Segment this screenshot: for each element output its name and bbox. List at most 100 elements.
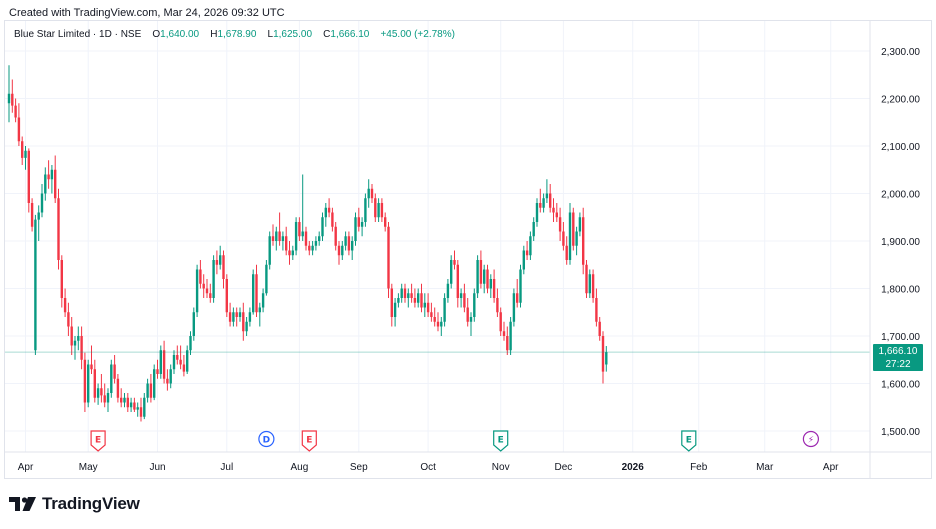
candle[interactable] <box>545 179 549 203</box>
candle[interactable] <box>522 245 525 275</box>
candle[interactable] <box>446 279 450 303</box>
candle[interactable] <box>568 203 572 265</box>
candle[interactable] <box>14 98 17 123</box>
candle[interactable] <box>7 65 11 123</box>
candle[interactable] <box>248 307 252 327</box>
candle[interactable] <box>489 274 492 298</box>
dividend-event-marker[interactable]: D <box>258 430 275 448</box>
candle[interactable] <box>426 293 430 317</box>
candle[interactable] <box>483 264 486 294</box>
candle[interactable] <box>334 222 337 251</box>
candle[interactable] <box>562 222 565 251</box>
candle[interactable] <box>456 260 459 308</box>
candle[interactable] <box>496 288 499 318</box>
candle[interactable] <box>344 231 347 251</box>
earnings-event-marker[interactable]: E <box>681 430 697 452</box>
candle[interactable] <box>512 288 516 327</box>
candle[interactable] <box>139 397 143 422</box>
candle[interactable] <box>578 212 582 237</box>
candle[interactable] <box>466 298 469 327</box>
candle[interactable] <box>417 288 420 308</box>
candle[interactable] <box>440 317 443 336</box>
candle[interactable] <box>255 264 258 317</box>
candle[interactable] <box>176 345 179 365</box>
candle[interactable] <box>24 146 27 170</box>
candle[interactable] <box>565 236 568 265</box>
candle[interactable] <box>209 283 212 303</box>
candle[interactable] <box>80 326 83 370</box>
candle[interactable] <box>364 193 367 227</box>
candle[interactable] <box>54 155 57 204</box>
candle[interactable] <box>278 212 281 246</box>
candle[interactable] <box>110 359 113 398</box>
candle[interactable] <box>77 326 80 351</box>
candle[interactable] <box>232 307 235 327</box>
candle[interactable] <box>219 245 222 270</box>
candle[interactable] <box>40 184 44 218</box>
candle[interactable] <box>374 193 377 223</box>
candle[interactable] <box>116 374 120 403</box>
candle[interactable] <box>156 359 159 379</box>
candle[interactable] <box>473 288 476 322</box>
candle[interactable] <box>50 165 54 194</box>
candle[interactable] <box>552 198 555 222</box>
candle[interactable] <box>509 317 512 355</box>
candle[interactable] <box>506 326 509 356</box>
candle[interactable] <box>245 317 248 336</box>
candle[interactable] <box>212 255 215 303</box>
candle[interactable] <box>222 250 225 289</box>
candle[interactable] <box>258 302 261 327</box>
candle[interactable] <box>27 148 30 213</box>
candle[interactable] <box>199 260 202 289</box>
candle[interactable] <box>407 288 410 308</box>
candle[interactable] <box>126 393 129 412</box>
candle[interactable] <box>582 207 585 275</box>
candle[interactable] <box>347 231 351 256</box>
candle[interactable] <box>189 331 192 355</box>
candle[interactable] <box>235 307 238 327</box>
candle[interactable] <box>83 352 87 412</box>
candle[interactable] <box>37 205 40 241</box>
candle[interactable] <box>433 307 436 327</box>
candle[interactable] <box>341 241 344 260</box>
candle[interactable] <box>11 79 14 113</box>
candle[interactable] <box>532 217 535 241</box>
candle[interactable] <box>281 231 285 251</box>
candle[interactable] <box>585 260 588 298</box>
tradingview-logo[interactable]: TradingView <box>9 494 140 514</box>
candle[interactable] <box>192 307 195 341</box>
candle[interactable] <box>87 359 90 408</box>
candle[interactable] <box>47 160 50 189</box>
candle[interactable] <box>285 226 288 256</box>
candle[interactable] <box>476 255 479 298</box>
candle[interactable] <box>186 345 189 375</box>
candle[interactable] <box>601 331 605 384</box>
candle[interactable] <box>337 241 341 265</box>
candle[interactable] <box>413 288 417 308</box>
candle[interactable] <box>106 388 110 412</box>
candle[interactable] <box>271 224 275 246</box>
candle[interactable] <box>70 317 73 355</box>
candle[interactable] <box>202 274 205 298</box>
candle[interactable] <box>298 217 301 241</box>
candle[interactable] <box>529 231 532 261</box>
candle[interactable] <box>367 179 370 208</box>
candle[interactable] <box>469 312 473 336</box>
candle[interactable] <box>387 222 390 298</box>
candle[interactable] <box>539 188 542 213</box>
candle[interactable] <box>331 207 334 232</box>
candle[interactable] <box>136 402 139 417</box>
candle[interactable] <box>542 193 545 213</box>
candle[interactable] <box>420 283 423 313</box>
candle[interactable] <box>370 184 374 203</box>
candle[interactable] <box>502 321 506 341</box>
earnings-event-marker[interactable]: E <box>301 430 317 452</box>
earnings-event-marker[interactable]: E <box>90 430 106 452</box>
candle[interactable] <box>535 198 539 227</box>
candle[interactable] <box>57 188 60 270</box>
candle[interactable] <box>324 203 327 227</box>
candle[interactable] <box>195 264 199 317</box>
candle[interactable] <box>598 317 601 341</box>
candle[interactable] <box>436 312 440 332</box>
